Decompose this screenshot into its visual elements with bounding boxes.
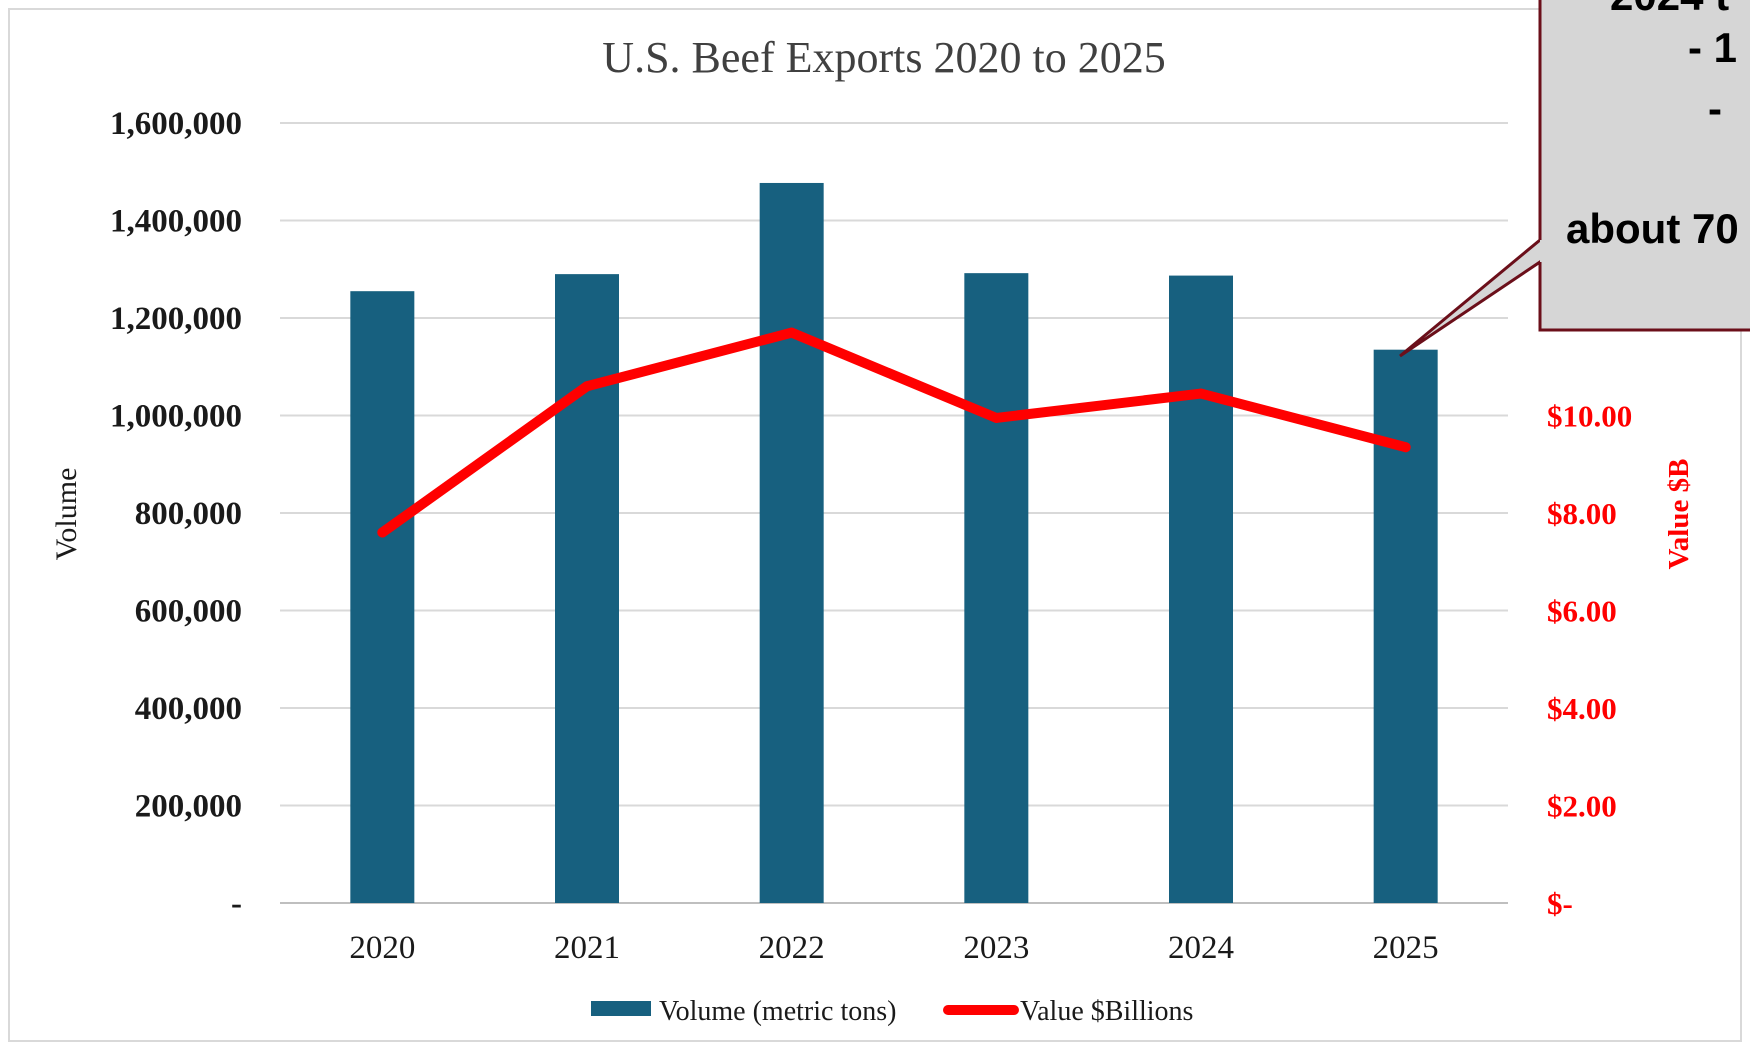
legend: Volume (metric tons) Value $Billions (591, 996, 1193, 1027)
value-point (1400, 442, 1411, 453)
value-point (377, 527, 388, 538)
volume-bar (759, 182, 824, 903)
x-tick-label: 2020 (349, 930, 415, 966)
x-tick-label: 2024 (1168, 930, 1234, 966)
x-tick-label: 2022 (759, 930, 825, 966)
x-axis-ticks: 2020 2021 2022 2023 2024 2025 (349, 930, 1438, 966)
value-point (582, 381, 592, 392)
volume-bars (350, 182, 1438, 903)
volume-bar (1373, 349, 1438, 903)
y-tick-label: 1,400,000 (110, 204, 242, 240)
y2-axis-label: Value $B (1663, 459, 1695, 570)
legend-label-volume: Volume (metric tons) (659, 996, 896, 1027)
x-tick-label: 2025 (1373, 930, 1439, 966)
callout-line-1: 2024 t (1610, 0, 1729, 19)
chart-title: U.S. Beef Exports 2020 to 2025 (602, 33, 1165, 82)
volume-bar (964, 273, 1029, 903)
y2-tick-label: $6.00 (1547, 594, 1617, 629)
legend-swatch-volume (591, 1001, 651, 1016)
gridlines (280, 122, 1508, 904)
y2-tick-label: $4.00 (1547, 691, 1617, 726)
y2-tick-label: $2.00 (1547, 789, 1617, 824)
y-axis-label: Volume (50, 468, 83, 561)
volume-bar (350, 291, 415, 903)
value-point (1196, 388, 1206, 399)
x-tick-label: 2023 (963, 930, 1029, 966)
callout-box: 2024 t - 1 - about 70 (1399, 0, 1750, 358)
value-point (786, 327, 797, 338)
value-line-layer (377, 327, 1411, 538)
volume-bar (555, 274, 619, 903)
y-tick-label: 1,200,000 (110, 301, 242, 337)
y-tick-label: - (231, 886, 242, 922)
y-tick-label: 600,000 (135, 594, 242, 630)
y-tick-label: 400,000 (135, 691, 242, 727)
y2-axis-ticks: $- $2.00 $4.00 $6.00 $8.00 $10.00 (1547, 399, 1632, 922)
y2-tick-label: $8.00 (1547, 496, 1617, 531)
value-point (991, 412, 1002, 423)
y-tick-label: 1,000,000 (110, 399, 242, 435)
x-tick-label: 2021 (554, 930, 620, 966)
legend-label-value: Value $Billions (1020, 996, 1193, 1027)
y-axis-ticks: - 200,000 400,000 600,000 800,000 1,000,000 1,… (110, 106, 242, 922)
callout-line-3: - (1708, 85, 1722, 132)
y-tick-label: 200,000 (135, 789, 242, 825)
y-tick-label: 800,000 (135, 496, 242, 532)
value-line (377, 327, 1411, 538)
y2-tick-label: $- (1547, 886, 1573, 921)
callout-line-2: - 1 (1688, 24, 1737, 71)
chart-frame (8, 8, 1742, 1042)
y-tick-label: 1,600,000 (110, 106, 242, 142)
callout-line-4: about 70 (1566, 205, 1739, 252)
volume-bar (1169, 275, 1233, 903)
y2-tick-label: $10.00 (1547, 399, 1632, 434)
